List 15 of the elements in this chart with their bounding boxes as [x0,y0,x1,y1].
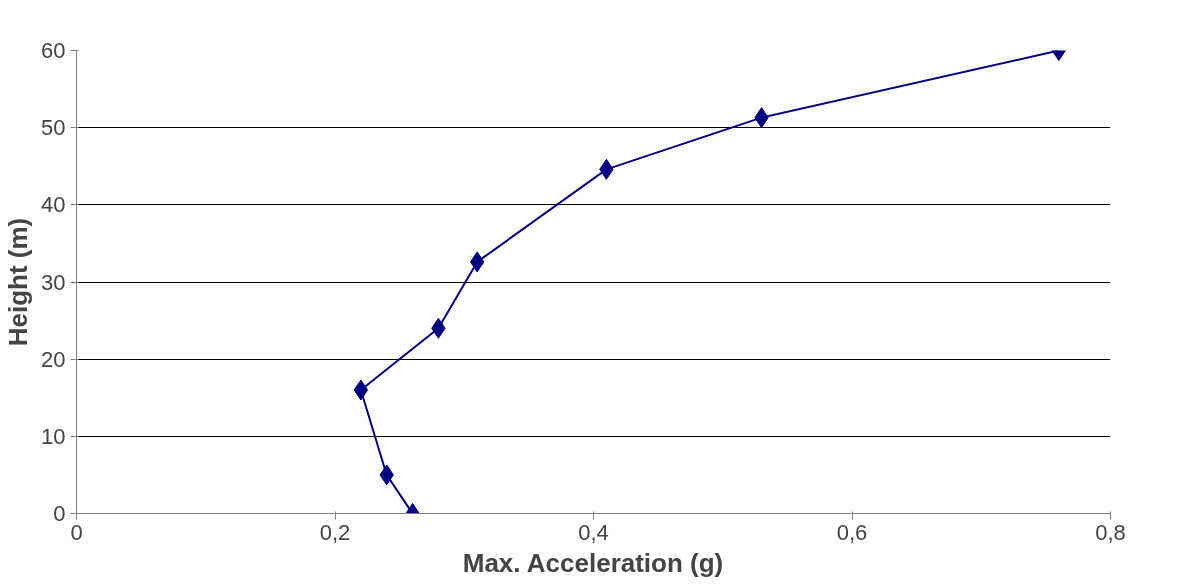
point [353,379,369,401]
y-tick-label: 0 [53,501,66,526]
x-tick-label: 0,6 [836,519,868,545]
y-tick-label: 50 [41,115,66,141]
x-tick-label: 0,2 [319,519,351,545]
y-tick-label: 60 [41,38,66,63]
y-tick-label: 10 [41,423,66,449]
y-tick-label: 30 [41,269,66,295]
y-tick-label: 20 [41,346,66,372]
x-tick-label: 0 [70,519,83,545]
y-axis-title: Height (m) [3,217,34,347]
x-tick-label: 0,8 [1095,519,1126,545]
x-axis-title: Max. Acceleration (g) [462,547,724,578]
y-tick-label: 40 [41,192,66,218]
x-tick-label: 0,4 [578,519,609,545]
